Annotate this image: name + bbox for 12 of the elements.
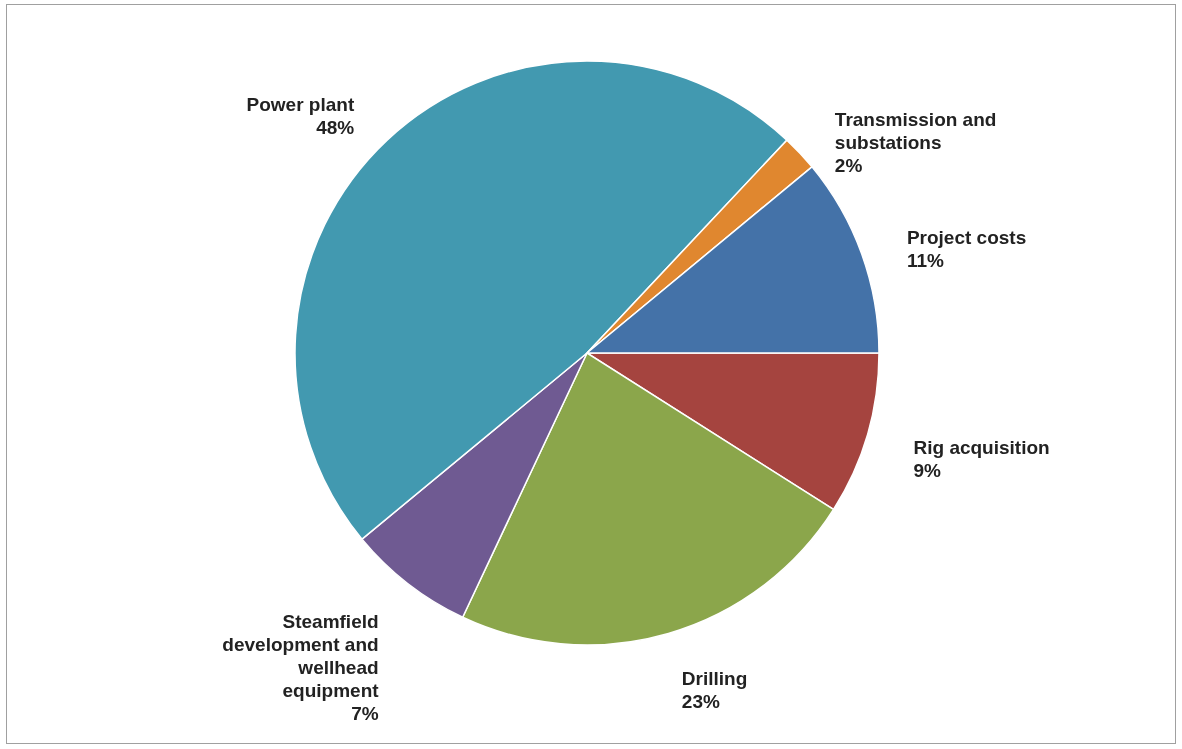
- data-label: 7%: [351, 702, 379, 724]
- slice-label: Project costs: [906, 226, 1027, 248]
- slice-label: Power plant: [246, 94, 355, 116]
- slice-label: Rig acquisition: [913, 436, 1050, 458]
- data-label: 9%: [913, 459, 942, 481]
- slice-label: Steamfield development and wellhead equipment: [222, 610, 380, 701]
- data-label: 48%: [316, 117, 355, 139]
- data-label: 23%: [681, 691, 720, 713]
- slice-label: Drilling: [681, 668, 748, 690]
- slice-label: Transmission and substations: [834, 109, 997, 154]
- data-label: 11%: [906, 249, 944, 271]
- data-label: 2%: [834, 155, 863, 177]
